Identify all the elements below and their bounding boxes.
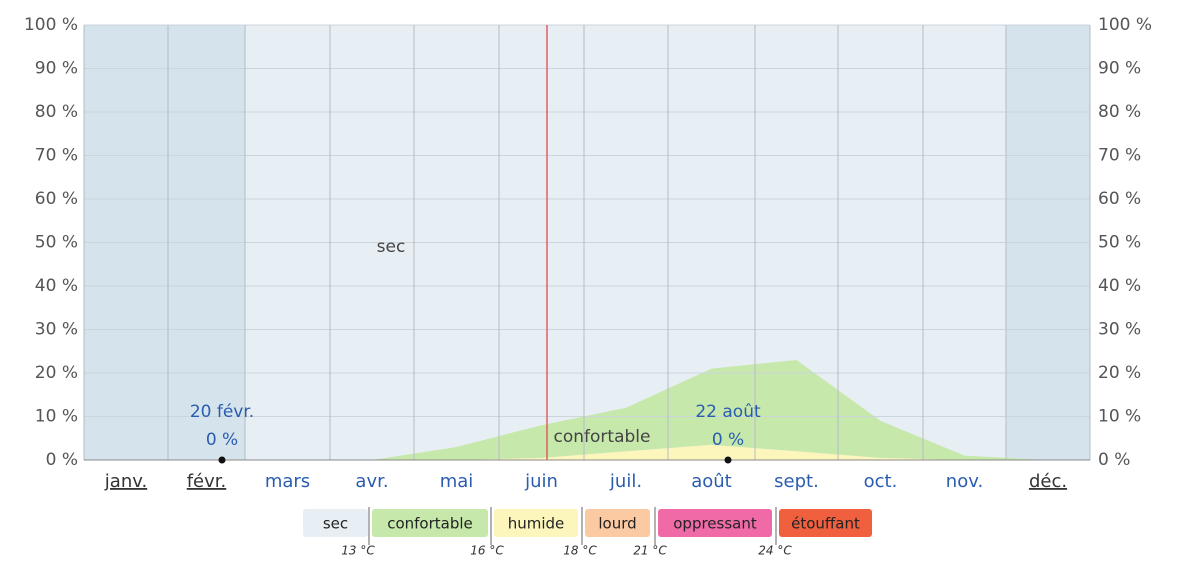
y-tick-label: 70 % xyxy=(35,146,78,166)
y-tick-label: 90 % xyxy=(35,59,78,79)
legend-threshold: 21 °C xyxy=(633,544,667,558)
area-1 xyxy=(126,359,1048,460)
y-tick-label: 0 % xyxy=(46,450,78,470)
annotation-date: 22 août xyxy=(695,402,761,422)
month-label: juin xyxy=(524,471,558,492)
legend-label: oppressant xyxy=(673,515,757,533)
legend-threshold: 18 °C xyxy=(563,544,597,558)
region-label: sec xyxy=(377,237,406,257)
legend-swatch xyxy=(494,509,578,537)
legend-label: étouffant xyxy=(791,515,860,533)
y-tick-label-right: 60 % xyxy=(1098,189,1141,209)
annotation-dot xyxy=(724,456,732,464)
month-label[interactable]: févr. xyxy=(187,471,227,492)
annotation-date: 20 févr. xyxy=(190,402,254,422)
y-tick-label-right: 90 % xyxy=(1098,59,1141,79)
y-tick-label-right: 30 % xyxy=(1098,320,1141,340)
y-tick-label-right: 70 % xyxy=(1098,146,1141,166)
legend-swatch xyxy=(585,509,650,537)
legend-label: humide xyxy=(508,515,565,533)
annotation-value: 0 % xyxy=(206,430,238,450)
month-label: nov. xyxy=(946,471,983,492)
y-tick-label: 60 % xyxy=(35,189,78,209)
y-tick-label-right: 40 % xyxy=(1098,276,1141,296)
month-label: avr. xyxy=(355,471,388,492)
month-label[interactable]: janv. xyxy=(104,471,147,492)
y-tick-label-right: 100 % xyxy=(1098,15,1152,35)
y-tick-label: 80 % xyxy=(35,102,78,122)
y-tick-label: 30 % xyxy=(35,320,78,340)
legend-swatch xyxy=(303,509,368,537)
legend-swatch xyxy=(658,509,772,537)
area-0 xyxy=(126,444,1048,460)
y-tick-label-right: 80 % xyxy=(1098,102,1141,122)
month-label: oct. xyxy=(864,471,898,492)
legend-label: lourd xyxy=(598,515,636,533)
month-label: sept. xyxy=(774,471,819,492)
y-tick-label-right: 10 % xyxy=(1098,407,1141,427)
y-tick-label: 50 % xyxy=(35,233,78,253)
annotation-value: 0 % xyxy=(712,430,744,450)
y-tick-label: 10 % xyxy=(35,407,78,427)
legend-swatch xyxy=(372,509,488,537)
legend-label: confortable xyxy=(387,515,473,533)
y-tick-label: 40 % xyxy=(35,276,78,296)
y-tick-label: 100 % xyxy=(24,15,78,35)
legend-threshold: 13 °C xyxy=(341,544,375,558)
y-tick-label-right: 0 % xyxy=(1098,450,1130,470)
legend-threshold: 24 °C xyxy=(758,544,792,558)
y-tick-label-right: 50 % xyxy=(1098,233,1141,253)
y-tick-label: 20 % xyxy=(35,363,78,383)
month-label: mars xyxy=(265,471,310,492)
month-label: juil. xyxy=(609,471,642,492)
month-label: août xyxy=(691,471,732,492)
region-label: confortable xyxy=(554,427,651,447)
legend-label: sec xyxy=(323,515,348,533)
annotation-dot xyxy=(218,456,226,464)
legend-swatch xyxy=(779,509,872,537)
y-tick-label-right: 20 % xyxy=(1098,363,1141,383)
month-label: mai xyxy=(440,471,474,492)
legend-threshold: 16 °C xyxy=(470,544,504,558)
month-label[interactable]: déc. xyxy=(1029,471,1067,492)
